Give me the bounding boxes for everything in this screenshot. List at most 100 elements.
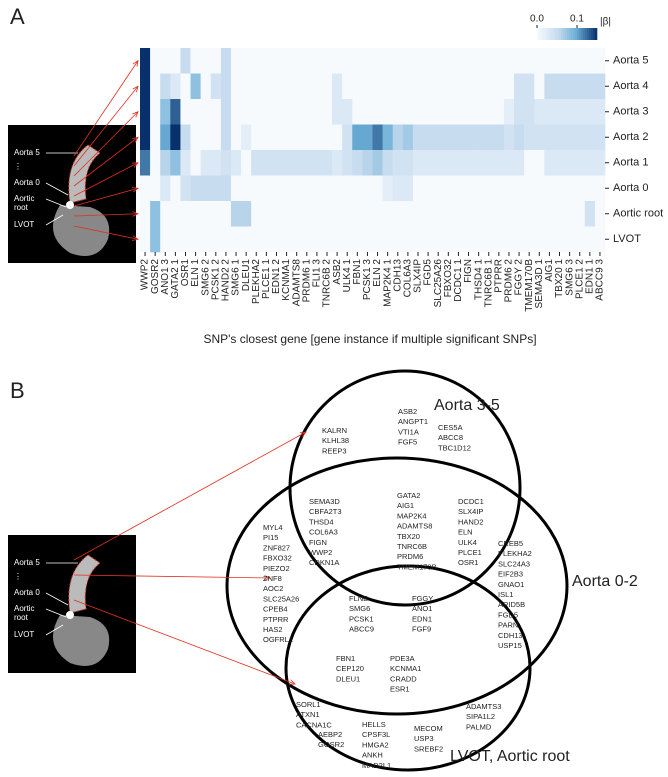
row-label: Aorta 1	[613, 157, 648, 169]
gene-label: MYL4	[263, 523, 283, 532]
colorbar-step	[545, 28, 547, 40]
heatmap-cell	[191, 227, 201, 253]
gene-label: PALMD	[466, 722, 492, 731]
colorbar-step	[553, 28, 555, 40]
heatmap-cell	[160, 150, 170, 176]
gene-label: ARID5B	[498, 600, 525, 609]
anatomy-label: LVOT	[14, 220, 34, 229]
heatmap-cell	[373, 176, 383, 202]
heatmap-cell	[362, 125, 372, 151]
heatmap-cell	[352, 150, 362, 176]
heatmap-cell	[373, 74, 383, 100]
anatomy-shape	[66, 201, 74, 209]
heatmap-cell	[261, 99, 271, 125]
heatmap-cell	[332, 150, 342, 176]
heatmap-cell	[484, 99, 494, 125]
gene-label: FGF9	[412, 625, 431, 634]
heatmap-cell	[413, 74, 423, 100]
heatmap-cell	[322, 48, 332, 74]
heatmap-cell	[575, 227, 585, 253]
heatmap-cell	[474, 176, 484, 202]
heatmap-cell	[383, 99, 393, 125]
heatmap-cell	[524, 99, 534, 125]
heatmap-cell	[453, 48, 463, 74]
heatmap-cell	[251, 227, 261, 253]
heatmap-cell	[170, 176, 180, 202]
heatmap-cell	[180, 201, 190, 227]
heatmap-cell	[443, 227, 453, 253]
heatmap-cell	[352, 227, 362, 253]
colorbar-step	[577, 28, 579, 40]
gene-label: HMGA2	[362, 740, 389, 749]
colorbar-step	[551, 28, 553, 40]
heatmap-cell	[292, 74, 302, 100]
heatmap-cell	[282, 227, 292, 253]
heatmap-cell	[342, 99, 352, 125]
gene-label: ISL1	[498, 590, 513, 599]
heatmap-cell	[342, 48, 352, 74]
heatmap-cell	[494, 201, 504, 227]
heatmap-cell	[413, 176, 423, 202]
heatmap-cell	[524, 227, 534, 253]
heatmap-cell	[201, 201, 211, 227]
heatmap-cell	[312, 74, 322, 100]
heatmap-cell	[211, 48, 221, 74]
colorbar-step	[595, 28, 597, 40]
heatmap-cell	[160, 201, 170, 227]
heatmap-cell	[332, 48, 342, 74]
heatmap-cell	[211, 99, 221, 125]
heatmap-cell	[544, 227, 554, 253]
heatmap-cell	[544, 99, 554, 125]
heatmap-cell	[271, 125, 281, 151]
heatmap-cell	[423, 48, 433, 74]
heatmap-cell	[524, 74, 534, 100]
heatmap-cell	[383, 227, 393, 253]
gene-label: MAD2L1	[362, 761, 391, 770]
heatmap-cell	[211, 176, 221, 202]
heatmap-cell	[544, 150, 554, 176]
heatmap-cell	[484, 150, 494, 176]
heatmap-cell	[302, 176, 312, 202]
gene-label: GOSR2	[318, 740, 344, 749]
gene-label: FIGN	[309, 538, 327, 547]
heatmap-cell	[413, 227, 423, 253]
panel-label: A	[10, 4, 25, 29]
heatmap-cell	[393, 74, 403, 100]
heatmap-cell	[312, 125, 322, 151]
gene-label: SEMA3D	[309, 497, 340, 506]
heatmap-cell	[423, 74, 433, 100]
gene-label: OSR1	[458, 558, 478, 567]
heatmap-cell	[554, 201, 564, 227]
heatmap-cell	[170, 99, 180, 125]
heatmap-cell	[211, 125, 221, 151]
gene-label: FGF5	[398, 438, 417, 447]
gene-label: ZNF8	[263, 574, 282, 583]
heatmap-cell	[271, 201, 281, 227]
heatmap-cell	[342, 176, 352, 202]
heatmap-cell	[554, 48, 564, 74]
gene-label: ELN	[458, 528, 473, 537]
heatmap-cell	[292, 125, 302, 151]
gene-label: PIEZO2	[263, 564, 290, 573]
colorbar-step	[537, 28, 539, 40]
heatmap-cell	[271, 150, 281, 176]
set-label: Aorta 0-2	[572, 573, 638, 590]
heatmap-cell	[383, 150, 393, 176]
row-label: LVOT	[613, 233, 641, 245]
gene-label: CDKN1A	[309, 558, 339, 567]
heatmap-cell	[403, 176, 413, 202]
heatmap-cell	[423, 125, 433, 151]
heatmap-cell	[494, 74, 504, 100]
heatmap-cell	[191, 99, 201, 125]
heatmap-cell	[140, 150, 150, 176]
heatmap-cell	[150, 150, 160, 176]
gene-label: CPEB4	[263, 605, 288, 614]
heatmap-cell	[453, 201, 463, 227]
heatmap-cell	[504, 176, 514, 202]
gene-label: CES5A	[438, 423, 463, 432]
heatmap-cell	[241, 201, 251, 227]
gene-label: CRADD	[390, 674, 417, 683]
anatomy-label: Aorta 0	[14, 588, 40, 597]
heatmap-cell	[474, 201, 484, 227]
heatmap-cell	[322, 99, 332, 125]
